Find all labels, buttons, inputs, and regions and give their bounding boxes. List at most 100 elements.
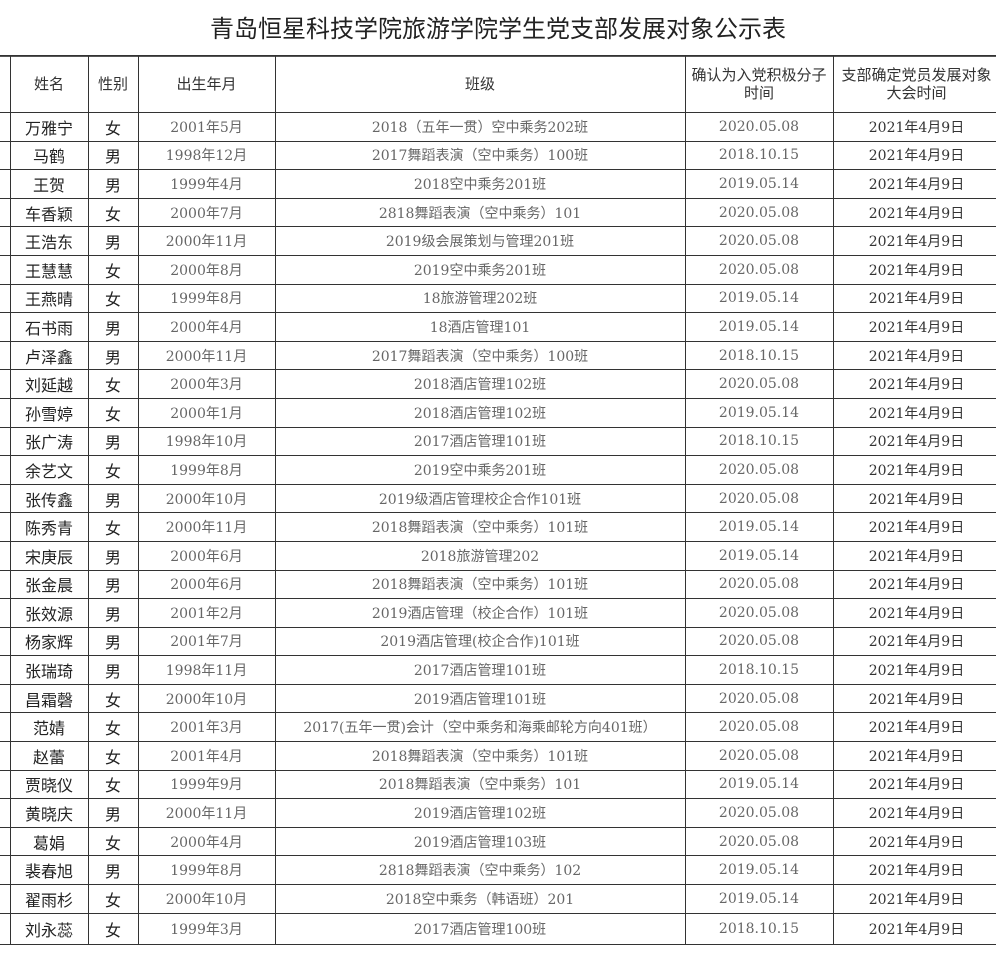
birth-cell: 1999年8月 xyxy=(137,855,276,886)
class-cell: 2818舞蹈表演（空中乘务）102 xyxy=(274,855,686,886)
name-cell: 卢泽鑫 xyxy=(9,340,89,371)
table-row: 裴春旭男 1999年8月 2818舞蹈表演（空中乘务）102 2019.05.14 20… xyxy=(0,855,996,886)
confirm-date-cell: 2019.05.14 xyxy=(684,540,834,571)
table-row: 马鹤男 1998年12月 2017舞蹈表演（空中乘务）100班 2018.10.15 2… xyxy=(0,140,996,171)
birth-cell: 2001年2月 xyxy=(137,598,276,628)
birth-cell: 2001年5月 xyxy=(137,112,276,142)
class-cell: 2018舞蹈表演（空中乘务）101班 xyxy=(274,569,686,600)
birth-cell: 1998年12月 xyxy=(137,140,276,171)
birth-cell: 2000年6月 xyxy=(137,540,276,571)
class-cell: 2018酒店管理102班 xyxy=(274,369,686,399)
birth-cell: 1999年8月 xyxy=(137,283,276,314)
class-cell: 2017酒店管理100班 xyxy=(274,912,686,945)
confirm-date-cell: 2019.05.14 xyxy=(684,283,834,314)
row-blank-cell xyxy=(0,798,11,828)
table-row: 葛娟女 2000年4月 2019酒店管理103班 2020.05.08 2021年4月9… xyxy=(0,826,996,857)
gender-cell: 男 xyxy=(87,169,139,199)
confirm-date-cell: 2020.05.08 xyxy=(684,683,834,714)
birth-cell: 1998年11月 xyxy=(137,655,276,685)
meeting-date-cell: 2021年4月9日 xyxy=(832,512,996,542)
class-cell: 2019酒店管理103班 xyxy=(274,826,686,857)
class-cell: 2019酒店管理102班 xyxy=(274,798,686,828)
birth-cell: 2000年7月 xyxy=(137,197,276,228)
confirm-date-cell: 2020.05.08 xyxy=(684,226,834,256)
gender-cell: 女 xyxy=(87,826,139,857)
row-blank-cell xyxy=(0,626,11,657)
meeting-date-cell: 2021年4月9日 xyxy=(832,169,996,199)
birth-cell: 2000年10月 xyxy=(137,683,276,714)
header-class: 班级 xyxy=(274,55,686,113)
header-meeting-line1: 支部确定党员发展对象 xyxy=(841,66,992,84)
meeting-date-cell: 2021年4月9日 xyxy=(832,598,996,628)
confirm-date-cell: 2019.05.14 xyxy=(684,397,834,428)
birth-cell: 2001年4月 xyxy=(137,741,276,771)
gender-cell: 男 xyxy=(87,540,139,571)
class-cell: 2018舞蹈表演（空中乘务）101班 xyxy=(274,741,686,771)
name-cell: 昌霜磬 xyxy=(9,683,89,714)
gender-cell: 女 xyxy=(87,254,139,285)
meeting-date-cell: 2021年4月9日 xyxy=(832,655,996,685)
meeting-date-cell: 2021年4月9日 xyxy=(832,254,996,285)
meeting-date-cell: 2021年4月9日 xyxy=(832,884,996,914)
confirm-date-cell: 2018.10.15 xyxy=(684,140,834,171)
meeting-date-cell: 2021年4月9日 xyxy=(832,426,996,457)
name-cell: 张金晨 xyxy=(9,569,89,600)
meeting-date-cell: 2021年4月9日 xyxy=(832,769,996,800)
name-cell: 王燕晴 xyxy=(9,283,89,314)
table-row: 卢泽鑫男 2000年11月 2017舞蹈表演（空中乘务）100班 2018.10.15… xyxy=(0,340,996,371)
row-blank-cell xyxy=(0,369,11,399)
table-row: 王浩东男 2000年11月 2019级会展策划与管理201班 2020.05.08 20… xyxy=(0,226,996,256)
confirm-date-cell: 2019.05.14 xyxy=(684,312,834,342)
table-row: 张金晨男 2000年6月 2018舞蹈表演（空中乘务）101班 2020.05.08 2… xyxy=(0,569,996,600)
row-blank-cell xyxy=(0,169,11,199)
row-blank-cell xyxy=(0,769,11,800)
birth-cell: 2000年8月 xyxy=(137,254,276,285)
class-cell: 2818舞蹈表演（空中乘务）101 xyxy=(274,197,686,228)
class-cell: 2019级会展策划与管理201班 xyxy=(274,226,686,256)
confirm-date-cell: 2018.10.15 xyxy=(684,655,834,685)
confirm-date-cell: 2020.05.08 xyxy=(684,112,834,142)
birth-cell: 1999年3月 xyxy=(137,912,276,945)
name-cell: 余艺文 xyxy=(9,455,89,485)
row-blank-cell xyxy=(0,655,11,685)
class-cell: 2019级酒店管理校企合作101班 xyxy=(274,483,686,514)
confirm-date-cell: 2020.05.08 xyxy=(684,197,834,228)
table-row: 张效源男 2001年2月 2019酒店管理（校企合作）101班 2020.05.08 2… xyxy=(0,598,996,628)
gender-cell: 男 xyxy=(87,626,139,657)
table-row: 贾晓仪女 1999年9月 2018舞蹈表演（空中乘务）101 2019.05.14 20… xyxy=(0,769,996,800)
row-blank-cell xyxy=(0,197,11,228)
table-row: 张瑞琦男 1998年11月 2017酒店管理101班 2018.10.15 2021年4… xyxy=(0,655,996,685)
row-blank-cell xyxy=(0,340,11,371)
table-row: 张广涛男 1998年10月 2017酒店管理101班 2018.10.15 2021年4… xyxy=(0,426,996,457)
birth-cell: 2000年4月 xyxy=(137,312,276,342)
meeting-date-cell: 2021年4月9日 xyxy=(832,283,996,314)
confirm-date-cell: 2020.05.08 xyxy=(684,741,834,771)
confirm-date-cell: 2020.05.08 xyxy=(684,598,834,628)
name-cell: 马鹤 xyxy=(9,140,89,171)
class-cell: 2019空中乘务201班 xyxy=(274,455,686,485)
confirm-date-cell: 2019.05.14 xyxy=(684,512,834,542)
header-blank xyxy=(0,55,11,113)
confirm-date-cell: 2020.05.08 xyxy=(684,369,834,399)
class-cell: 2018旅游管理202 xyxy=(274,540,686,571)
row-blank-cell xyxy=(0,483,11,514)
name-cell: 贾晓仪 xyxy=(9,769,89,800)
gender-cell: 男 xyxy=(87,798,139,828)
header-birth: 出生年月 xyxy=(137,55,276,113)
name-cell: 赵蕾 xyxy=(9,741,89,771)
gender-cell: 女 xyxy=(87,712,139,743)
table-row: 黄晓庆男 2000年11月 2019酒店管理102班 2020.05.08 2021年4… xyxy=(0,798,996,828)
confirm-date-cell: 2020.05.08 xyxy=(684,569,834,600)
birth-cell: 2000年1月 xyxy=(137,397,276,428)
header-confirm-line2: 时间 xyxy=(743,84,774,102)
confirm-date-cell: 2020.05.08 xyxy=(684,455,834,485)
row-blank-cell xyxy=(0,598,11,628)
table-header-row: 姓名 性别 出生年月 班级 确认为入党积极分子 时间 支部确定党员发展对象 大会时间 xyxy=(0,55,996,113)
name-cell: 陈秀青 xyxy=(9,512,89,542)
meeting-date-cell: 2021年4月9日 xyxy=(832,226,996,256)
meeting-date-cell: 2021年4月9日 xyxy=(832,312,996,342)
row-blank-cell xyxy=(0,683,11,714)
class-cell: 2018舞蹈表演（空中乘务）101 xyxy=(274,769,686,800)
gender-cell: 女 xyxy=(87,683,139,714)
gender-cell: 男 xyxy=(87,312,139,342)
